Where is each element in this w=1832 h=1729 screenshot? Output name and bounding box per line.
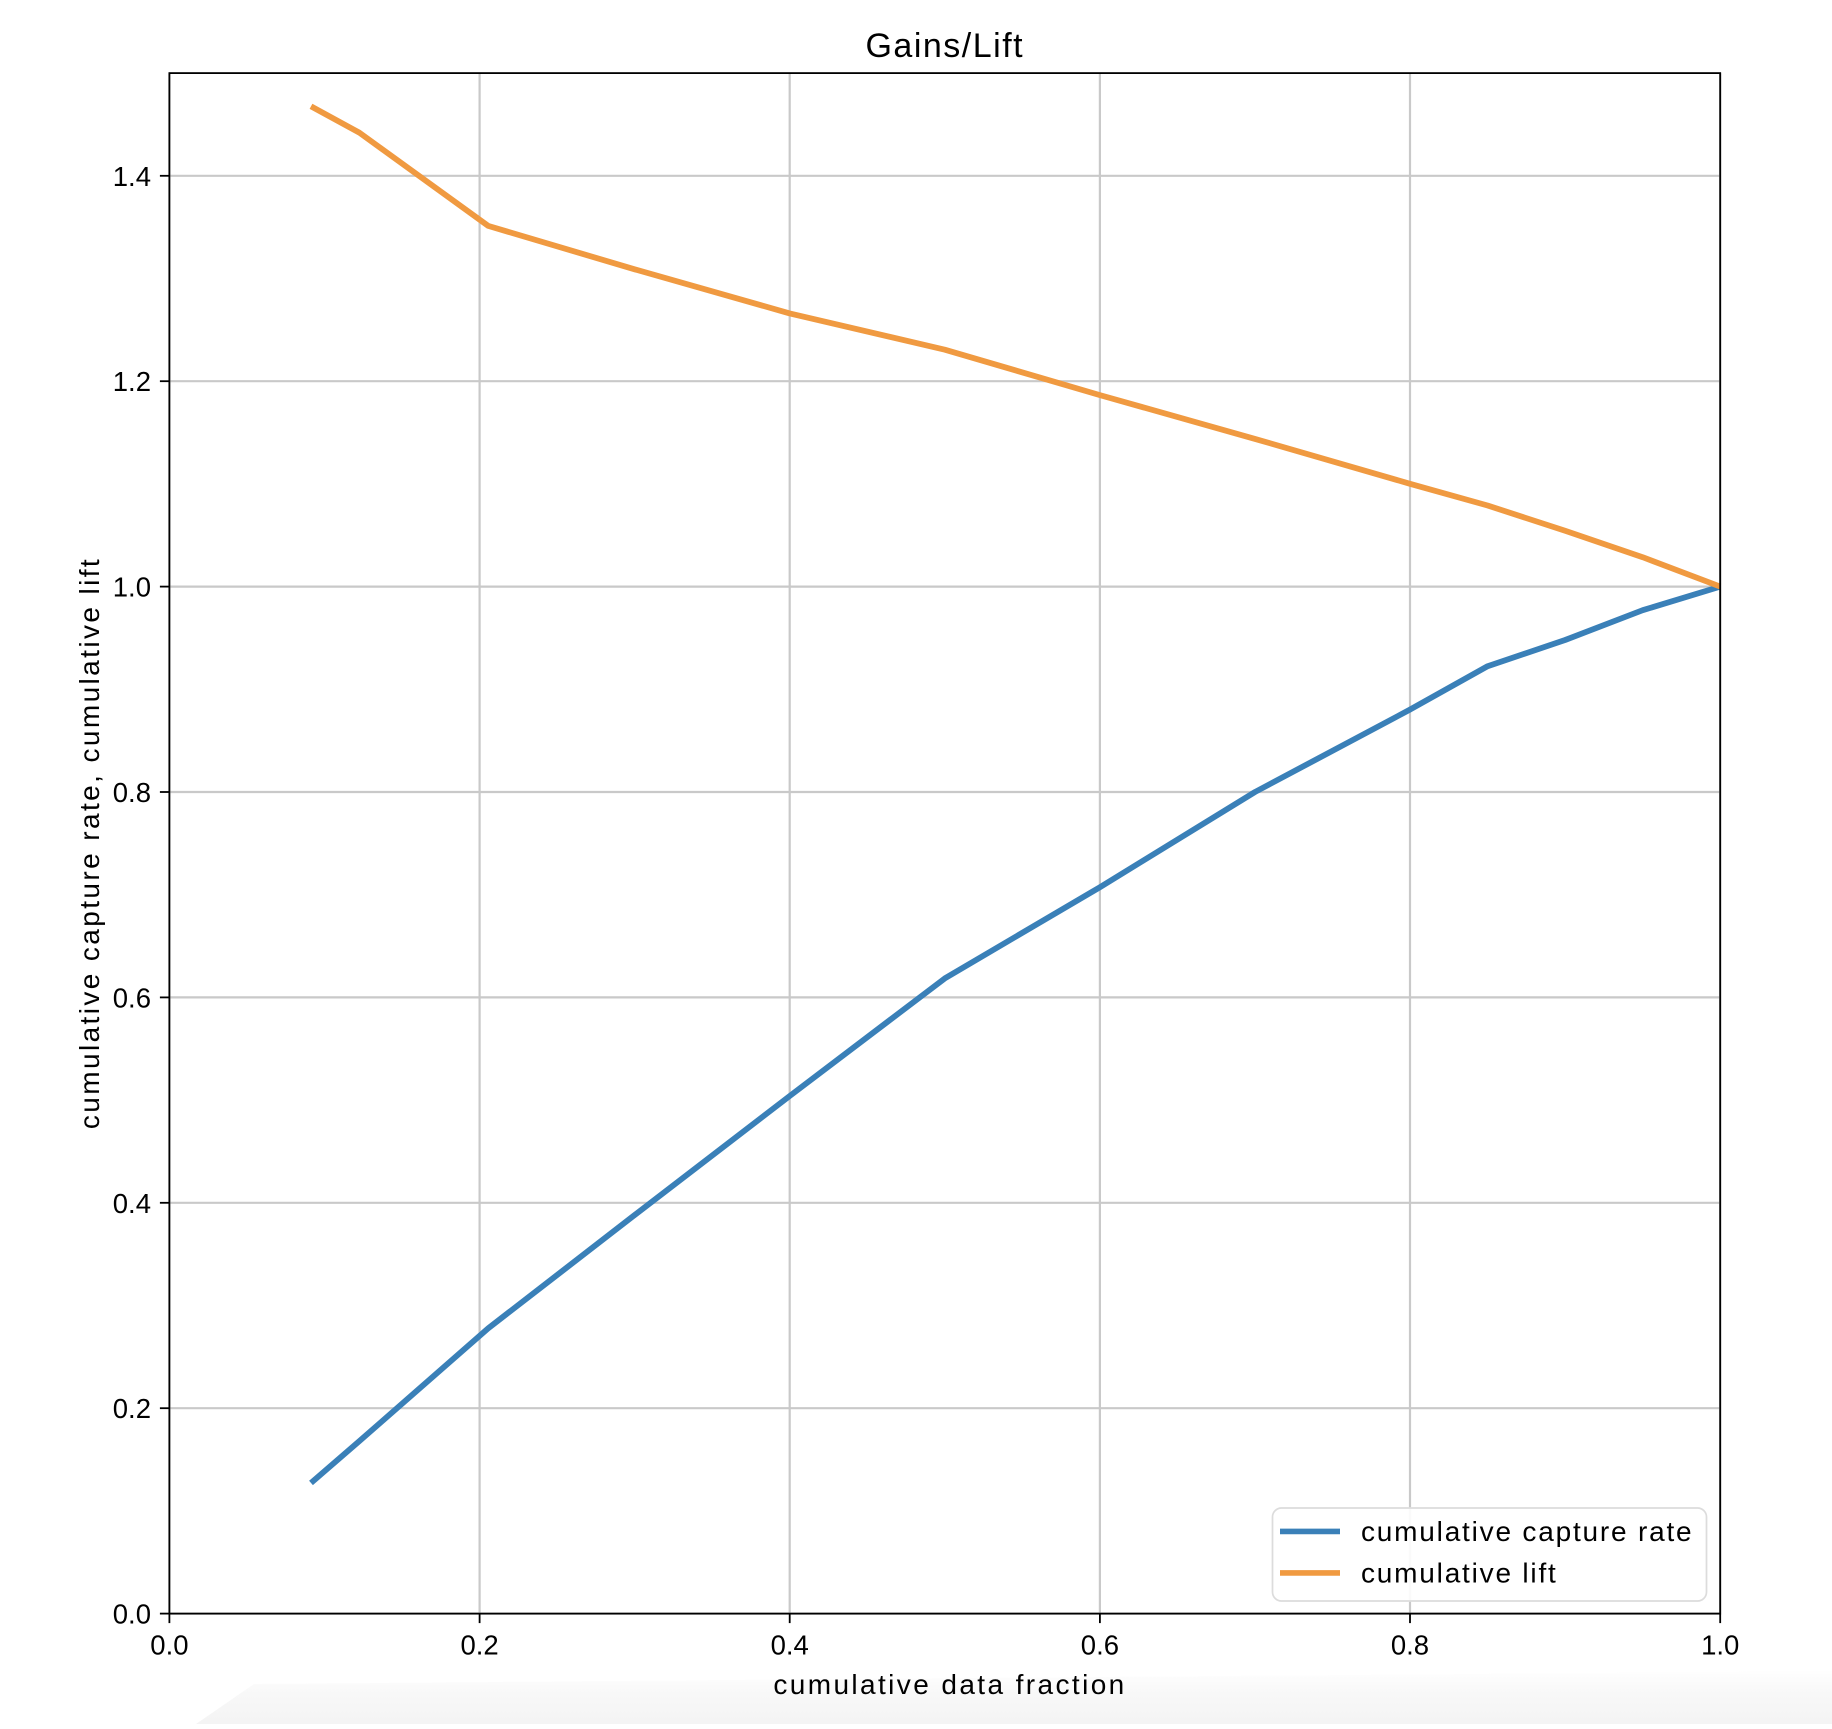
svg-text:cumulative capture rate, cumul: cumulative capture rate, cumulative lift (74, 557, 105, 1129)
svg-text:0.4: 0.4 (771, 1630, 809, 1661)
svg-text:0.8: 0.8 (1391, 1630, 1429, 1661)
svg-text:0.8: 0.8 (113, 777, 151, 808)
svg-text:0.6: 0.6 (113, 982, 151, 1013)
svg-text:0.4: 0.4 (113, 1188, 151, 1219)
svg-text:0.0: 0.0 (150, 1630, 188, 1661)
svg-text:0.2: 0.2 (460, 1630, 498, 1661)
svg-text:Gains/Lift: Gains/Lift (865, 27, 1024, 65)
svg-text:0.2: 0.2 (113, 1393, 151, 1424)
svg-text:1.2: 1.2 (113, 366, 151, 397)
svg-text:1.4: 1.4 (113, 161, 151, 192)
svg-text:cumulative lift: cumulative lift (1361, 1557, 1558, 1588)
svg-text:0.6: 0.6 (1081, 1630, 1119, 1661)
svg-text:cumulative capture rate: cumulative capture rate (1361, 1516, 1693, 1547)
svg-text:cumulative data fraction: cumulative data fraction (773, 1669, 1126, 1700)
svg-text:1.0: 1.0 (1701, 1630, 1739, 1661)
svg-text:0.0: 0.0 (113, 1599, 151, 1630)
svg-text:1.0: 1.0 (113, 572, 151, 603)
